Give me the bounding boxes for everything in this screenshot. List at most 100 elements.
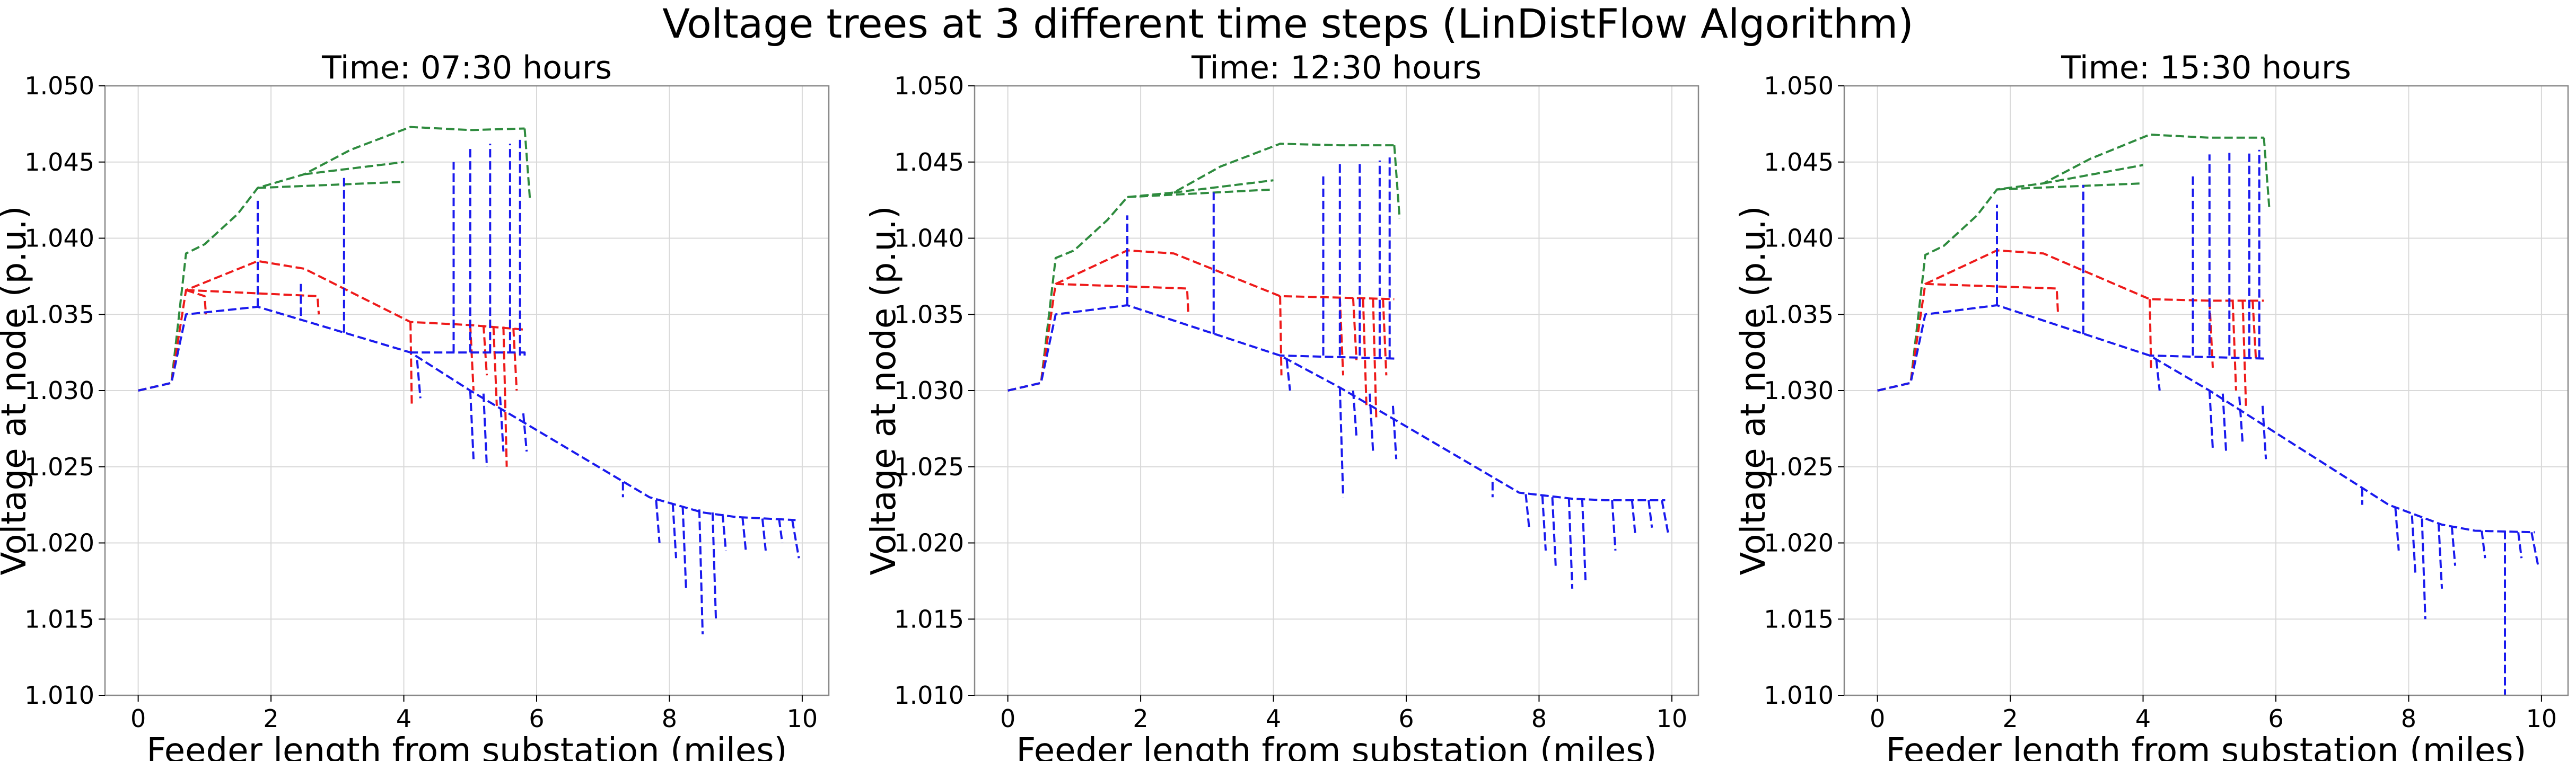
x-axis-label: Feeder length from substation (miles) xyxy=(1016,731,1657,761)
series-line xyxy=(1648,500,1653,528)
series-line xyxy=(1369,393,1374,452)
series-line xyxy=(2421,518,2426,620)
y-tick-label: 1.035 xyxy=(894,300,964,329)
series-line xyxy=(186,289,320,315)
x-tick-label: 10 xyxy=(1657,704,1688,733)
y-tick-label: 1.015 xyxy=(24,605,94,633)
series-line xyxy=(1661,500,1670,536)
series-line xyxy=(711,512,717,620)
y-tick-label: 1.050 xyxy=(1764,72,1834,100)
series-line xyxy=(410,351,526,356)
y-tick-label: 1.040 xyxy=(894,224,964,253)
series-line xyxy=(1007,249,1395,392)
y-tick-label: 1.045 xyxy=(1764,148,1834,176)
series-line xyxy=(492,326,498,406)
series-line xyxy=(1391,405,1398,459)
series-line xyxy=(138,305,796,521)
chart-panel-1: 0 2 4 6 8 10 1.010 1.015 1.020 1.025 1.030 1.035 1.0… xyxy=(0,49,830,761)
series-line xyxy=(1393,145,1401,219)
series-line xyxy=(2208,390,2214,449)
series-line xyxy=(502,326,508,467)
x-tick-label: 10 xyxy=(787,704,818,733)
series-line xyxy=(2411,515,2416,574)
series-line xyxy=(2263,137,2271,208)
y-tick-label: 1.020 xyxy=(24,529,94,558)
x-tick-label: 0 xyxy=(1000,704,1015,733)
panel-title: Time: 15:30 hours xyxy=(2061,49,2351,86)
y-tick-label: 1.010 xyxy=(894,681,964,710)
x-tick-label: 6 xyxy=(1398,704,1414,733)
x-tick-label: 0 xyxy=(130,704,146,733)
series-line xyxy=(1352,297,1358,360)
series-line xyxy=(469,325,475,391)
series-line xyxy=(257,181,404,189)
series-line xyxy=(2450,526,2457,566)
series-line xyxy=(1541,495,1547,551)
series-line xyxy=(2150,354,2264,360)
series-line xyxy=(523,128,531,200)
series-line xyxy=(2481,530,2486,559)
series-line xyxy=(2251,300,2257,360)
series-line xyxy=(2238,396,2244,444)
y-axis-label: Voltage at node (p.u.) xyxy=(864,206,904,576)
series-line xyxy=(1581,499,1587,581)
series-line xyxy=(655,500,661,543)
series-line xyxy=(2043,164,2143,184)
x-tick-label: 8 xyxy=(662,704,677,733)
series-line xyxy=(1877,134,2264,392)
y-tick-label: 1.010 xyxy=(1764,681,1834,710)
series-line xyxy=(1352,390,1358,437)
series-line xyxy=(671,503,677,559)
y-tick-label: 1.030 xyxy=(1764,376,1834,405)
panel-title: Time: 07:30 hours xyxy=(321,49,612,86)
y-tick-label: 1.040 xyxy=(1764,224,1834,253)
series-line xyxy=(304,161,404,175)
series-line xyxy=(1362,299,1368,406)
series-line xyxy=(469,390,475,459)
figure-title: Voltage trees at 3 different time steps … xyxy=(662,0,1914,47)
x-tick-label: 10 xyxy=(2526,704,2557,733)
y-tick-label: 1.030 xyxy=(894,376,964,405)
series-line xyxy=(1280,354,1395,360)
series-line xyxy=(1877,304,2535,534)
series-line xyxy=(1338,387,1344,498)
series-line xyxy=(522,413,528,452)
series-line xyxy=(1055,282,1190,315)
series-line xyxy=(1007,143,1395,392)
series-line xyxy=(1877,249,2264,392)
series-line xyxy=(1127,188,1274,198)
series-line xyxy=(791,520,800,559)
series-line xyxy=(2155,360,2161,391)
y-tick-label: 1.045 xyxy=(894,148,964,176)
y-axis-label: Voltage at node (p.u.) xyxy=(1734,206,1773,576)
series-line xyxy=(409,322,413,406)
series-line xyxy=(2517,532,2523,559)
y-tick-label: 1.035 xyxy=(1764,300,1834,329)
series-line xyxy=(1551,497,1557,566)
chart-panel-2: 0 2 4 6 8 10 1.010 1.015 1.020 1.025 1.030 1.035 1.0… xyxy=(864,49,1699,761)
chart-panel-3: 0 2 4 6 8 10 1.010 1.015 1.020 1.025 1.030 1.035 1.0… xyxy=(1734,49,2569,761)
series-line xyxy=(1372,299,1378,421)
series-line xyxy=(761,518,767,551)
series-line xyxy=(698,509,704,635)
series-line xyxy=(186,289,207,315)
series-line xyxy=(499,396,505,452)
series-line xyxy=(778,518,784,543)
series-line xyxy=(1631,500,1636,536)
y-tick-label: 1.030 xyxy=(24,376,94,405)
series-line xyxy=(2221,393,2228,452)
x-tick-label: 2 xyxy=(1133,704,1148,733)
series-line xyxy=(721,514,727,551)
y-tick-label: 1.045 xyxy=(24,148,94,176)
series-line xyxy=(138,126,525,392)
x-tick-label: 2 xyxy=(2002,704,2018,733)
y-axis-label: Voltage at node (p.u.) xyxy=(0,206,34,576)
series-line xyxy=(482,325,488,376)
x-tick-label: 2 xyxy=(263,704,278,733)
series-line xyxy=(416,360,422,399)
series-line xyxy=(1925,282,2060,315)
y-tick-label: 1.020 xyxy=(894,529,964,558)
series-line xyxy=(2149,299,2152,368)
y-tick-label: 1.025 xyxy=(1764,453,1834,481)
